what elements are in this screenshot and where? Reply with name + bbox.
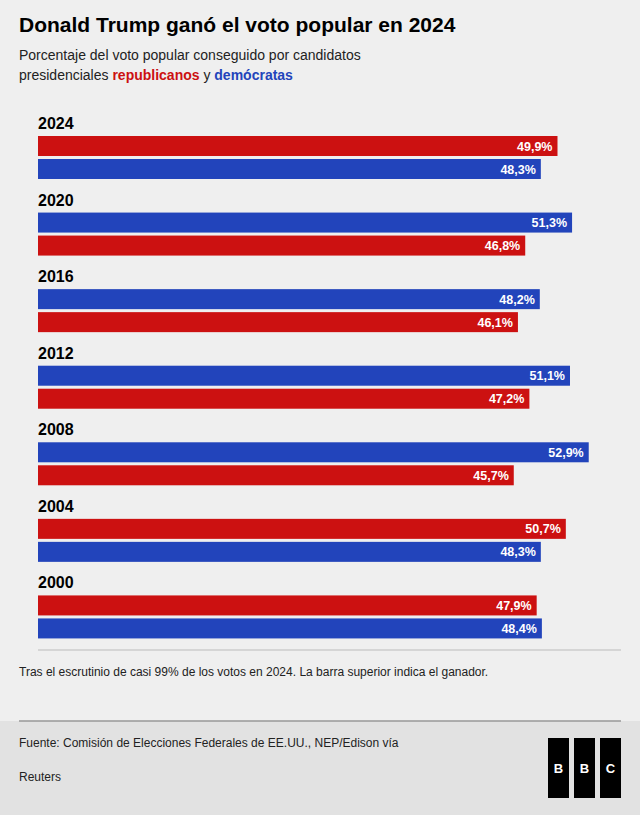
labels: 2024 49,9% 48,3% 2020 51,3% 46,8% 2016 48,2% 46,… bbox=[38, 115, 584, 636]
subtitle: Porcentaje del voto popular conseguido p… bbox=[19, 47, 361, 63]
bar bbox=[38, 213, 572, 233]
data-label: 50,7% bbox=[525, 522, 560, 536]
bar bbox=[38, 159, 541, 179]
subtitle-part: y bbox=[200, 67, 215, 83]
category-label: 2012 bbox=[38, 345, 74, 362]
bars bbox=[38, 136, 589, 638]
data-label: 51,1% bbox=[530, 369, 565, 383]
chart: Donald Trump ganó el voto popular en 202… bbox=[0, 0, 640, 815]
data-label: 48,3% bbox=[500, 545, 535, 559]
data-label: 48,2% bbox=[499, 293, 534, 307]
data-label: 46,8% bbox=[485, 239, 520, 253]
data-label: 47,2% bbox=[489, 392, 524, 406]
subtitle-part: presidenciales bbox=[19, 67, 112, 83]
source: Fuente: Comisión de Elecciones Federales… bbox=[19, 736, 399, 750]
bar bbox=[38, 465, 514, 485]
category-label: 2024 bbox=[38, 115, 74, 132]
bar bbox=[38, 595, 537, 615]
footer bbox=[0, 721, 640, 815]
logo-box bbox=[600, 738, 621, 798]
title: Donald Trump ganó el voto popular en 202… bbox=[19, 13, 456, 36]
logo-letter: B bbox=[580, 761, 589, 776]
bar bbox=[38, 312, 518, 332]
subtitle-line: presidenciales republicanos y demócratas bbox=[19, 67, 293, 83]
logo-letter: B bbox=[554, 761, 563, 776]
chart-container: Donald Trump ganó el voto popular en 202… bbox=[0, 0, 640, 815]
bar bbox=[38, 542, 541, 562]
category-label: 2000 bbox=[38, 574, 74, 591]
source: Reuters bbox=[19, 770, 61, 784]
legend-entry: republicanos bbox=[112, 67, 199, 83]
data-label: 51,3% bbox=[532, 216, 567, 230]
data-label: 47,9% bbox=[496, 599, 531, 613]
bar bbox=[38, 236, 525, 256]
bar bbox=[38, 289, 540, 309]
bar bbox=[38, 366, 570, 386]
logo-letter: C bbox=[606, 761, 616, 776]
bar bbox=[38, 442, 589, 462]
category-label: 2004 bbox=[38, 498, 74, 515]
x-axis-line bbox=[38, 650, 621, 651]
category-label: 2020 bbox=[38, 192, 74, 209]
data-label: 49,9% bbox=[517, 140, 552, 154]
background bbox=[0, 0, 640, 815]
logo-box bbox=[548, 738, 569, 798]
category-label: 2008 bbox=[38, 421, 74, 438]
separator bbox=[19, 720, 621, 722]
logo-box bbox=[574, 738, 595, 798]
bar bbox=[38, 618, 542, 638]
data-label: 48,4% bbox=[501, 622, 536, 636]
data-label: 45,7% bbox=[473, 469, 508, 483]
legend-entry: demócratas bbox=[214, 67, 293, 83]
note: Tras el escrutinio de casi 99% de los vo… bbox=[19, 665, 488, 679]
data-label: 48,3% bbox=[500, 163, 535, 177]
logo: BBC bbox=[548, 738, 621, 798]
data-label: 52,9% bbox=[548, 446, 583, 460]
bar bbox=[38, 389, 529, 409]
bar bbox=[38, 519, 566, 539]
bar bbox=[38, 136, 557, 156]
data-label: 46,1% bbox=[477, 316, 512, 330]
category-label: 2016 bbox=[38, 268, 74, 285]
